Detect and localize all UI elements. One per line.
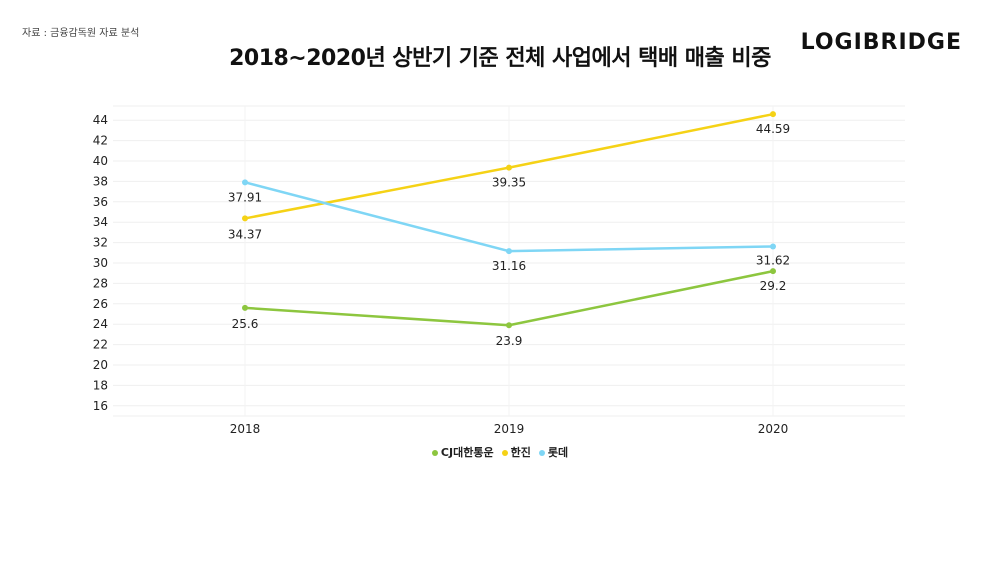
brand-logo: LOGIBRIDGE <box>800 30 962 55</box>
data-point <box>506 164 512 171</box>
y-tick-label: 22 <box>93 338 108 352</box>
data-point <box>242 215 248 222</box>
x-tick-label: 2020 <box>758 422 789 436</box>
y-tick-label: 16 <box>93 399 108 413</box>
legend-marker <box>501 450 508 456</box>
data-label: 31.62 <box>756 253 790 267</box>
y-tick-label: 32 <box>93 236 108 250</box>
data-point <box>770 243 776 250</box>
x-tick-label: 2019 <box>494 422 525 436</box>
legend-label: 롯데 <box>547 446 569 459</box>
data-label: 39.35 <box>492 176 526 190</box>
chart-legend: CJ대한통운 한진 롯데 <box>0 444 1000 460</box>
y-tick-label: 34 <box>93 215 108 229</box>
legend-marker <box>538 450 545 456</box>
y-tick-label: 38 <box>93 174 108 188</box>
data-label: 31.16 <box>492 259 526 273</box>
x-tick-label: 2018 <box>230 422 261 436</box>
y-tick-label: 36 <box>93 195 108 209</box>
legend-item: 롯데 <box>538 444 569 460</box>
y-tick-label: 20 <box>93 358 108 372</box>
data-point <box>242 179 248 186</box>
data-label: 23.9 <box>496 334 523 348</box>
data-label: 44.59 <box>756 122 790 136</box>
y-tick-label: 40 <box>93 154 108 168</box>
data-label: 29.2 <box>760 279 787 293</box>
legend-label: CJ대한통운 <box>440 446 494 459</box>
source-note: 자료 : 금융감독원 자료 분석 <box>22 28 140 39</box>
data-label: 34.37 <box>228 227 262 241</box>
y-tick-label: 42 <box>93 134 108 148</box>
legend-item: 한진 <box>501 444 531 460</box>
y-tick-label: 24 <box>93 317 108 331</box>
y-tick-label: 26 <box>93 297 108 311</box>
data-label: 37.91 <box>228 190 262 204</box>
data-point <box>506 322 512 329</box>
legend-label: 한진 <box>510 446 531 459</box>
data-point <box>506 248 512 255</box>
data-point <box>770 268 776 275</box>
y-tick-label: 44 <box>93 113 108 127</box>
data-point <box>770 111 776 118</box>
y-tick-label: 30 <box>93 256 108 270</box>
legend-item: CJ대한통운 <box>431 444 494 460</box>
legend-marker <box>431 450 438 456</box>
y-tick-label: 18 <box>93 378 108 392</box>
data-point <box>242 304 248 311</box>
y-tick-label: 28 <box>93 276 108 290</box>
chart-title: 2018~2020년 상반기 기준 전체 사업에서 택배 매출 비중 <box>229 46 771 71</box>
data-label: 25.6 <box>232 317 259 331</box>
